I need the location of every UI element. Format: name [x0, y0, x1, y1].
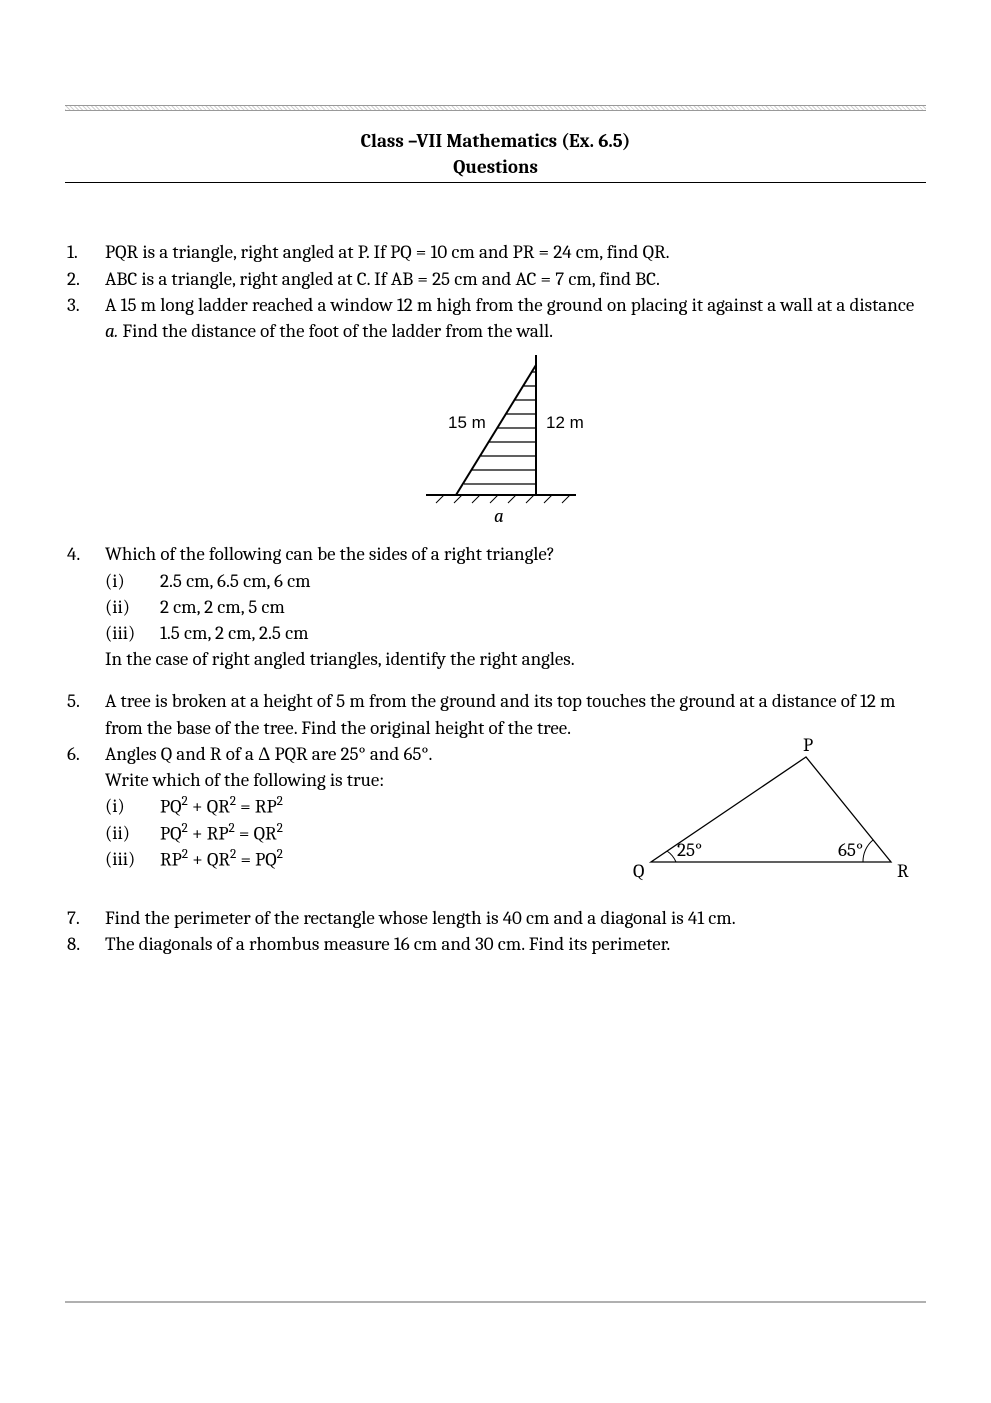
- question-1: 1. PQR is a triangle, right angled at P.…: [65, 239, 926, 265]
- bottom-decorative-rule: [65, 1301, 926, 1303]
- question-text: Find the perimeter of the rectangle whos…: [105, 905, 926, 931]
- sub-text: PQ2 + RP2 = QR2: [160, 820, 283, 847]
- question-text: PQR is a triangle, right angled at P. If…: [105, 239, 926, 265]
- vertex-Q: Q: [633, 860, 644, 882]
- question-text: ABC is a triangle, right angled at C. If…: [105, 266, 926, 292]
- sub-number: (i): [105, 568, 160, 594]
- vertex-R: R: [897, 860, 909, 882]
- sub-text: 2 cm, 2 cm, 5 cm: [160, 594, 285, 620]
- angle-R: 65°: [838, 839, 863, 861]
- question-number: 2.: [65, 266, 105, 292]
- q3-var: a.: [105, 320, 118, 342]
- q6-ang1: 25°: [341, 743, 366, 765]
- title-block: Class –VII Mathematics (Ex. 6.5) Questio…: [65, 129, 926, 180]
- q4-text: Which of the following can be the sides …: [105, 541, 926, 567]
- triangle-figure: P Q R 25° 65°: [621, 737, 921, 894]
- sub-text: PQ2 + QR2 = RP2: [160, 793, 283, 820]
- question-text: A 15 m long ladder reached a window 12 m…: [105, 292, 926, 344]
- title-underline: [65, 182, 926, 183]
- spacer: [65, 672, 926, 688]
- sub-number: (ii): [105, 594, 160, 620]
- ladder-base-label: a: [494, 505, 504, 527]
- question-6: 6. Angles Q and R of a Δ PQR are 25° and…: [65, 741, 926, 873]
- questions-list: 1. PQR is a triangle, right angled at P.…: [65, 239, 926, 957]
- ladder-svg: 15 m 12 m a: [386, 350, 606, 530]
- question-number: 7.: [65, 905, 105, 931]
- q6-mid2: and: [366, 743, 404, 765]
- sub-number: (ii): [105, 820, 160, 847]
- question-number: 5.: [65, 688, 105, 740]
- triangle-svg: P Q R 25° 65°: [621, 737, 921, 887]
- ladder-figure: 15 m 12 m a: [65, 350, 926, 537]
- question-3: 3. A 15 m long ladder reached a window 1…: [65, 292, 926, 344]
- question-number: 3.: [65, 292, 105, 344]
- q3-text-post: Find the distance of the foot of the lad…: [118, 320, 553, 342]
- ladder-hyp-label: 15 m: [448, 413, 486, 432]
- top-decorative-rule: [65, 105, 926, 111]
- sub-text: 1.5 cm, 2 cm, 2.5 cm: [160, 620, 309, 646]
- sub-number: (iii): [105, 846, 160, 873]
- question-2: 2. ABC is a triangle, right angled at C.…: [65, 266, 926, 292]
- question-text: A tree is broken at a height of 5 m from…: [105, 688, 926, 740]
- question-number: 4.: [65, 541, 105, 672]
- sub-text: RP2 + QR2 = PQ2: [160, 846, 283, 873]
- q6-pre: Angles Q and R of a: [105, 743, 258, 765]
- title-line-2: Questions: [65, 155, 926, 181]
- q4-sub-i: (i) 2.5 cm, 6.5 cm, 6 cm: [105, 568, 926, 594]
- question-number: 6.: [65, 741, 105, 873]
- question-8: 8. The diagonals of a rhombus measure 16…: [65, 931, 926, 957]
- vertex-P: P: [803, 737, 813, 756]
- sub-text: 2.5 cm, 6.5 cm, 6 cm: [160, 568, 311, 594]
- title-line-1: Class –VII Mathematics (Ex. 6.5): [65, 129, 926, 155]
- question-4: 4. Which of the following can be the sid…: [65, 541, 926, 672]
- q4-sub-ii: (ii) 2 cm, 2 cm, 5 cm: [105, 594, 926, 620]
- delta-symbol: Δ: [258, 743, 270, 765]
- angle-Q: 25°: [677, 839, 702, 861]
- q6-ang2: 65°.: [403, 743, 432, 765]
- q4-sub-iii: (iii) 1.5 cm, 2 cm, 2.5 cm: [105, 620, 926, 646]
- question-text: The diagonals of a rhombus measure 16 cm…: [105, 931, 926, 957]
- question-number: 1.: [65, 239, 105, 265]
- ladder-height-label: 12 m: [546, 413, 584, 432]
- question-number: 8.: [65, 931, 105, 957]
- question-5: 5. A tree is broken at a height of 5 m f…: [65, 688, 926, 740]
- q4-trailer: In the case of right angled triangles, i…: [105, 646, 926, 672]
- q3-text-pre: A 15 m long ladder reached a window 12 m…: [105, 294, 914, 316]
- sub-number: (iii): [105, 620, 160, 646]
- sub-number: (i): [105, 793, 160, 820]
- question-body: Which of the following can be the sides …: [105, 541, 926, 672]
- q6-mid: PQR are: [270, 743, 340, 765]
- question-7: 7. Find the perimeter of the rectangle w…: [65, 905, 926, 931]
